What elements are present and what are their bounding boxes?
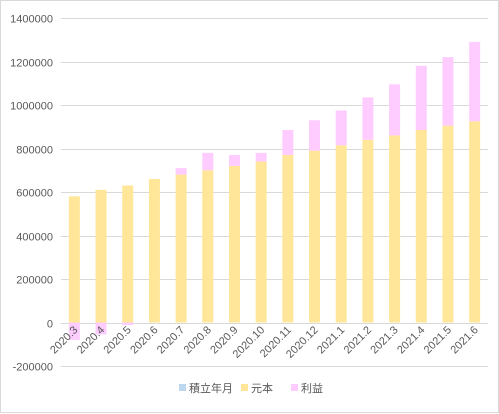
bar-profit: [202, 152, 214, 171]
bar-profit: [362, 97, 374, 140]
y-tick-label: 200000: [16, 275, 53, 287]
bar-principal: [282, 155, 294, 323]
bar-principal: [469, 121, 481, 323]
legend-swatch: [291, 384, 298, 391]
bar-principal: [202, 170, 214, 323]
bar-principal: [389, 135, 401, 323]
bar-principal: [415, 130, 427, 323]
bar-profit: [282, 130, 294, 156]
y-tick-label: 1400000: [10, 14, 53, 26]
bar-principal: [309, 150, 321, 323]
bar-profit: [95, 322, 107, 335]
y-tick-label: 400000: [16, 232, 53, 244]
bar-principal: [335, 145, 347, 323]
bar-principal: [255, 161, 267, 323]
legend: 積立年月 元本 利益: [179, 381, 323, 395]
x-axis-ticks: 2020.32020.42020.52020.62020.72020.82020…: [48, 324, 481, 361]
x-tick-label: 2020.6: [128, 324, 160, 356]
bar-profit: [68, 322, 80, 340]
y-tick-label: 1000000: [10, 101, 53, 113]
bars: [68, 41, 481, 340]
y-tick-label: 1200000: [10, 58, 53, 70]
legend-swatch: [241, 384, 248, 391]
bar-principal: [148, 178, 160, 323]
bar-profit: [442, 57, 454, 126]
legend-label: 積立年月: [189, 381, 233, 395]
bar-profit: [335, 110, 347, 146]
y-tick-label: 800000: [16, 145, 53, 157]
bar-profit: [122, 322, 134, 326]
bar-principal: [122, 185, 134, 323]
bar-principal: [362, 139, 374, 323]
x-tick-label: 2021.1: [315, 324, 347, 356]
x-tick-label: 2020.3: [48, 324, 80, 356]
y-axis-ticks: -200000 0 200000 400000 600000 800000 1000000 1…: [10, 14, 53, 374]
bar-profit: [309, 120, 321, 151]
x-tick-label: 2021.5: [422, 324, 454, 356]
bar-principal: [228, 165, 240, 323]
y-tick-label: 0: [47, 319, 53, 331]
legend-label: 利益: [301, 381, 323, 395]
bar-profit: [228, 155, 240, 166]
y-tick-label: 600000: [16, 188, 53, 200]
legend-swatch: [179, 384, 186, 391]
bar-principal: [68, 196, 80, 323]
x-tick-label: 2021.6: [448, 324, 480, 356]
x-tick-label: 2020.8: [182, 324, 214, 356]
x-tick-label: 2021.4: [395, 324, 427, 356]
bar-profit: [469, 41, 481, 122]
bar-profit: [255, 152, 267, 162]
x-tick-label: 2021.3: [368, 324, 400, 356]
bar-profit: [389, 84, 401, 136]
x-tick-label: 2020.7: [155, 324, 187, 356]
bar-profit: [415, 65, 427, 131]
x-tick-label: 2021.2: [342, 324, 374, 356]
bar-principal: [442, 125, 454, 323]
legend-label: 元本: [251, 381, 273, 395]
y-tick-label: -200000: [13, 362, 53, 374]
bar-profit: [175, 168, 187, 175]
bar-principal: [175, 174, 187, 323]
bar-principal: [95, 189, 107, 323]
